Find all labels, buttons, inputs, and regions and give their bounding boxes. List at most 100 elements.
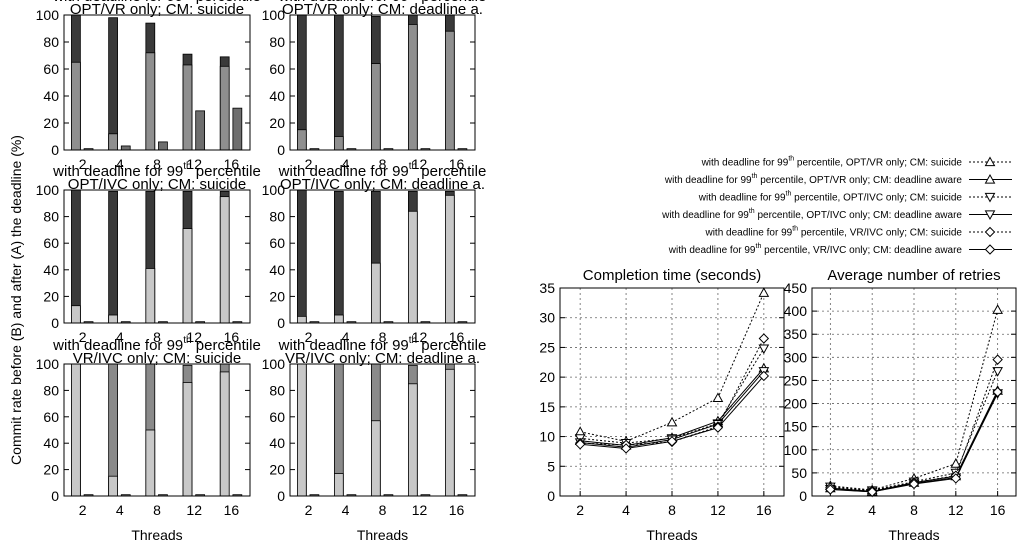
- y-tick-label: 0: [51, 142, 59, 158]
- plot-frame: [289, 363, 476, 497]
- y-tick-label: 20: [539, 369, 555, 385]
- y-tick-label: 20: [269, 288, 285, 304]
- bar-before-deadline: [219, 65, 230, 151]
- x-axis-label: Threads: [357, 527, 408, 543]
- x-tick-label: 12: [412, 156, 428, 172]
- x-tick-label: 2: [79, 329, 87, 345]
- bar-before-deadline: [444, 30, 455, 151]
- x-tick-label: 16: [224, 156, 240, 172]
- bar-total: [71, 189, 81, 324]
- legend-text: with deadline for 99: [668, 245, 756, 256]
- legend-entry: with deadline for 99th percentile, VR/IV…: [668, 243, 1012, 256]
- series-line-6: [825, 386, 1003, 498]
- bar-before-deadline: [296, 315, 307, 324]
- y-tick-label: 100: [36, 7, 60, 23]
- marker-triangle-down: [758, 344, 770, 355]
- legend-label: with deadline for 99th percentile, OPT/I…: [698, 191, 963, 204]
- legend-entry: with deadline for 99th percentile, VR/IV…: [704, 226, 1012, 239]
- bar-before-deadline: [296, 363, 307, 497]
- bar-panel-vr-ivc-deadline-aware: with deadline for 99th percentileVR/IVC …: [262, 335, 487, 543]
- legend-text: percentile, OPT/IVC only; CM: deadline a…: [755, 210, 963, 221]
- panel-title-line2: VR/IVC only; CM: suicide: [73, 350, 241, 367]
- y-tick-label: 20: [269, 115, 285, 131]
- marker-diamond: [908, 478, 920, 490]
- y-tick-label: 0: [799, 488, 807, 504]
- y-tick-label: 450: [784, 280, 808, 296]
- y-tick-label: 25: [539, 339, 555, 355]
- panel-title-line1: with deadline for 99th percentile: [278, 161, 487, 180]
- marker-triangle-down: [992, 367, 1003, 377]
- series-path: [580, 338, 765, 446]
- marker-triangle-down: [984, 210, 996, 221]
- line-panel-completion-time: 0 5 10 15 20 25 30 35 2 4 8 12 16 Completion time (se…: [539, 267, 785, 543]
- marker-triangle-up: [574, 426, 586, 436]
- marker-diamond: [666, 436, 678, 447]
- panel-title-line1: with deadline for 99th percentile: [52, 161, 261, 180]
- y-tick-label: 0: [277, 142, 285, 158]
- x-tick-label: 4: [342, 329, 350, 345]
- title-text: percentile: [417, 163, 486, 180]
- bar-after-deadline: [120, 145, 131, 151]
- x-tick-label: 16: [224, 502, 240, 518]
- x-tick-label: 8: [153, 156, 161, 172]
- y-tick-label: 100: [262, 356, 286, 372]
- title-text: with deadline for 99: [52, 337, 183, 354]
- x-tick-label: 8: [668, 502, 676, 518]
- bar-before-deadline: [145, 429, 156, 497]
- y-tick-label: 30: [539, 310, 555, 326]
- bar-before-deadline: [108, 475, 118, 497]
- x-tick-label: 16: [990, 502, 1006, 518]
- legend-text: with deadline for 99: [698, 193, 786, 204]
- series-line-5: [574, 333, 770, 451]
- bar-before-deadline: [333, 136, 344, 151]
- bar-before-deadline: [370, 420, 381, 497]
- marker-diamond: [758, 333, 770, 344]
- y-tick-label: 60: [269, 235, 285, 251]
- bar-before-deadline: [407, 24, 418, 151]
- y-tick-label: 60: [269, 409, 285, 425]
- legend-text: with deadline for 99: [664, 175, 752, 186]
- x-tick-label: 2: [305, 329, 313, 345]
- panel-title-line2: OPT/VR only; CM: deadline a.: [282, 1, 483, 18]
- bar-after-deadline: [195, 110, 206, 151]
- marker-diamond: [574, 439, 586, 450]
- marker-triangle-up: [950, 458, 962, 468]
- y-tick-label: 0: [51, 488, 59, 504]
- legend-text: with deadline for 99: [704, 228, 792, 239]
- y-tick-label: 20: [43, 288, 59, 304]
- legend-entry: with deadline for 99th percentile, OPT/V…: [701, 156, 1012, 169]
- title-text: with deadline for 99: [52, 0, 183, 5]
- x-tick-label: 4: [868, 502, 876, 518]
- y-tick-label: 60: [269, 61, 285, 77]
- legend-superscript: th: [792, 226, 798, 233]
- legend-superscript: th: [788, 156, 794, 163]
- legend-superscript: th: [786, 191, 792, 198]
- x-tick-label: 8: [379, 329, 387, 345]
- y-tick-label: 350: [784, 326, 808, 342]
- panel-title-line1: with deadline for 99th percentile: [278, 0, 487, 5]
- x-tick-label: 16: [756, 502, 772, 518]
- title-text: with deadline for 99: [278, 163, 409, 180]
- y-tick-label: 60: [43, 61, 59, 77]
- bar-before-deadline: [182, 382, 193, 497]
- x-tick-label: 2: [305, 502, 313, 518]
- panel-title: Completion time (seconds): [583, 267, 761, 284]
- plot-frame: [63, 14, 251, 151]
- legend-entry: with deadline for 99th percentile, OPT/V…: [664, 173, 1012, 186]
- x-tick-label: 4: [622, 502, 630, 518]
- x-tick-label: 12: [412, 502, 428, 518]
- x-tick-label: 16: [449, 156, 465, 172]
- x-tick-label: 8: [153, 502, 161, 518]
- x-tick-label: 12: [186, 329, 202, 345]
- y-tick-label: 200: [784, 396, 808, 412]
- y-tick-label: 80: [269, 382, 285, 398]
- bar-before-deadline: [108, 314, 118, 324]
- title-text: with deadline for 99: [52, 163, 183, 180]
- panel-title-line2: OPT/IVC only; CM: deadline a.: [280, 176, 485, 193]
- plot-frame: [289, 14, 476, 151]
- legend-text: percentile, OPT/VR only; CM: suicide: [794, 158, 962, 169]
- marker-diamond: [984, 244, 996, 255]
- bar-before-deadline: [333, 314, 344, 324]
- y-tick-label: 0: [277, 488, 285, 504]
- title-text: percentile: [192, 0, 261, 5]
